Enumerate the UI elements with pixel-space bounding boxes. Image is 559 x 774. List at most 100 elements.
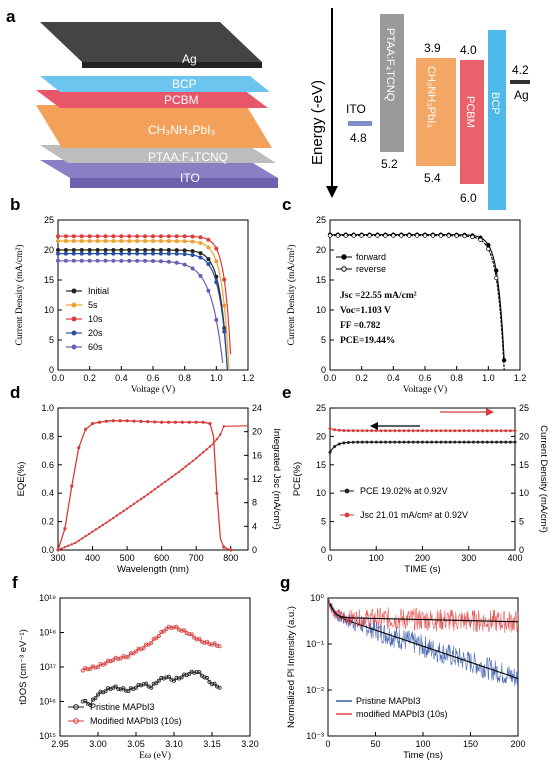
- legend-marker-reverse: [341, 266, 347, 272]
- jv-point-reverse: [367, 233, 372, 238]
- legend-label-forward: forward: [356, 252, 386, 262]
- integrated-jsc-point: [63, 545, 67, 549]
- stability-point-0: [504, 440, 508, 444]
- stability-point-0: [337, 442, 341, 446]
- stability-point-0: [448, 440, 452, 444]
- panel-g-label: g: [280, 573, 290, 592]
- eqe-point: [215, 491, 219, 495]
- pv-metric: Jsc =22.55 mA/cm²: [340, 291, 417, 301]
- jv-curve-20s: [58, 253, 228, 371]
- panel-c-label: c: [282, 195, 291, 214]
- integrated-jsc-point: [188, 462, 191, 465]
- tdos-point-0: [113, 684, 118, 689]
- level-bcp-bar: [488, 30, 506, 210]
- x-tick-label-g: 0: [325, 739, 330, 749]
- y2-tick-label-d: 24: [252, 403, 262, 413]
- jv-point-reverse: [462, 233, 467, 239]
- layer-ag-side: [82, 62, 262, 68]
- integrated-jsc-point: [74, 541, 77, 545]
- stability-point-0: [388, 440, 392, 444]
- panel-f-label: f: [12, 573, 18, 592]
- layer-ito-top: [40, 160, 278, 178]
- tdos-curve-1: [82, 626, 220, 671]
- jv-point-60s: [95, 258, 100, 263]
- integrated-jsc-point: [136, 500, 139, 503]
- tdos-point-1: [156, 633, 161, 638]
- integrated-jsc-point: [167, 478, 170, 481]
- level-perovskite-top: 3.9: [424, 41, 441, 55]
- stability-point-1: [342, 429, 346, 433]
- eqe-point: [180, 420, 184, 424]
- eqe-point: [153, 420, 157, 424]
- integrated-jsc-point: [80, 537, 84, 540]
- jv-point-10s: [174, 234, 179, 239]
- y-tick-label-f: 10¹⁹: [39, 593, 56, 603]
- y2-tick-label-d: 20: [252, 427, 262, 437]
- jv-point-20s: [79, 251, 84, 256]
- tdos-point-0: [199, 673, 204, 678]
- stability-point-1: [337, 428, 341, 432]
- x-axis-label-c: Voltage (V): [403, 384, 447, 395]
- stability-point-0: [411, 440, 415, 444]
- y2-tick-label-d: 16: [252, 450, 262, 460]
- integrated-jsc-point: [129, 505, 132, 508]
- stability-point-1: [444, 429, 448, 433]
- jv-point-20s: [56, 251, 60, 256]
- jv-point-reverse: [359, 233, 364, 238]
- stability-point-0: [425, 440, 429, 444]
- integrated-jsc-point: [108, 519, 112, 522]
- y-tick-label-c: 0: [321, 365, 326, 375]
- x-tick-label-g: 150: [463, 739, 478, 749]
- stability-point-0: [351, 440, 355, 444]
- x-tick-label-g: 200: [510, 739, 525, 749]
- jv-point-60s: [214, 317, 219, 322]
- jv-point-Initial: [79, 248, 84, 252]
- layer-label-perovskite: CH₃NH₃PbI₃: [148, 123, 215, 137]
- jv-point-forward: [486, 242, 491, 248]
- x-tick-label-g: 50: [370, 739, 380, 749]
- stability-point-1: [513, 429, 517, 433]
- jv-point-10s: [87, 234, 92, 239]
- eqe-point: [222, 545, 226, 549]
- pv-metric: FF =0.782: [340, 321, 381, 331]
- stability-point-1: [439, 429, 443, 433]
- tdos-point-0: [179, 675, 184, 680]
- y-tick-label-d: 1.0: [41, 403, 54, 413]
- stability-point-1: [508, 429, 512, 433]
- jv-point-Initial: [127, 248, 132, 253]
- layer-label-pcbm: PCBM: [164, 93, 199, 107]
- y2-tick-label-e: 10: [519, 488, 529, 498]
- level-pcbm-bottom: 6.0: [460, 191, 477, 205]
- eqe-point: [111, 419, 115, 423]
- integrated-jsc-point: [67, 544, 70, 547]
- stability-point-1: [328, 426, 332, 430]
- y-tick-label-b: 10: [44, 305, 54, 315]
- stability-point-0: [471, 440, 475, 444]
- integrated-jsc-point: [70, 543, 74, 546]
- x-tick-label-d: 400: [85, 553, 100, 563]
- jv-point-60s: [103, 258, 108, 263]
- tdos-point-1: [192, 635, 197, 640]
- integrated-jsc-point: [115, 514, 118, 517]
- stability-point-1: [476, 429, 480, 433]
- jv-point-60s: [79, 258, 84, 263]
- x-tick-label-c: 0.8: [450, 373, 463, 383]
- legend-label-e-1: Jsc 21.01 mA/cm² at 0.92V: [360, 510, 468, 520]
- level-ag-name: Ag: [514, 88, 529, 102]
- stability-point-1: [421, 429, 424, 433]
- level-ptaa-bottom: 5.2: [381, 157, 398, 171]
- tdos-point-0: [96, 692, 101, 697]
- x-tick-label-e: 400: [507, 553, 522, 563]
- jv-point-60s: [119, 258, 124, 263]
- tdos-point-1: [149, 640, 154, 645]
- layer-bcp: [40, 76, 270, 92]
- y-tick-label-e: 20: [316, 431, 326, 441]
- stability-point-0: [374, 440, 378, 444]
- x-tick-label-c: 1.2: [514, 373, 527, 383]
- jv-point-reverse: [414, 233, 420, 238]
- y-tick-label-c: 5: [321, 335, 326, 345]
- stability-point-0: [467, 440, 471, 444]
- panel-e: e0 100 200 300 40005101520250510152025Curren…: [282, 383, 549, 575]
- level-ptaa-bar: [380, 14, 404, 152]
- integrated-jsc-point: [153, 488, 156, 491]
